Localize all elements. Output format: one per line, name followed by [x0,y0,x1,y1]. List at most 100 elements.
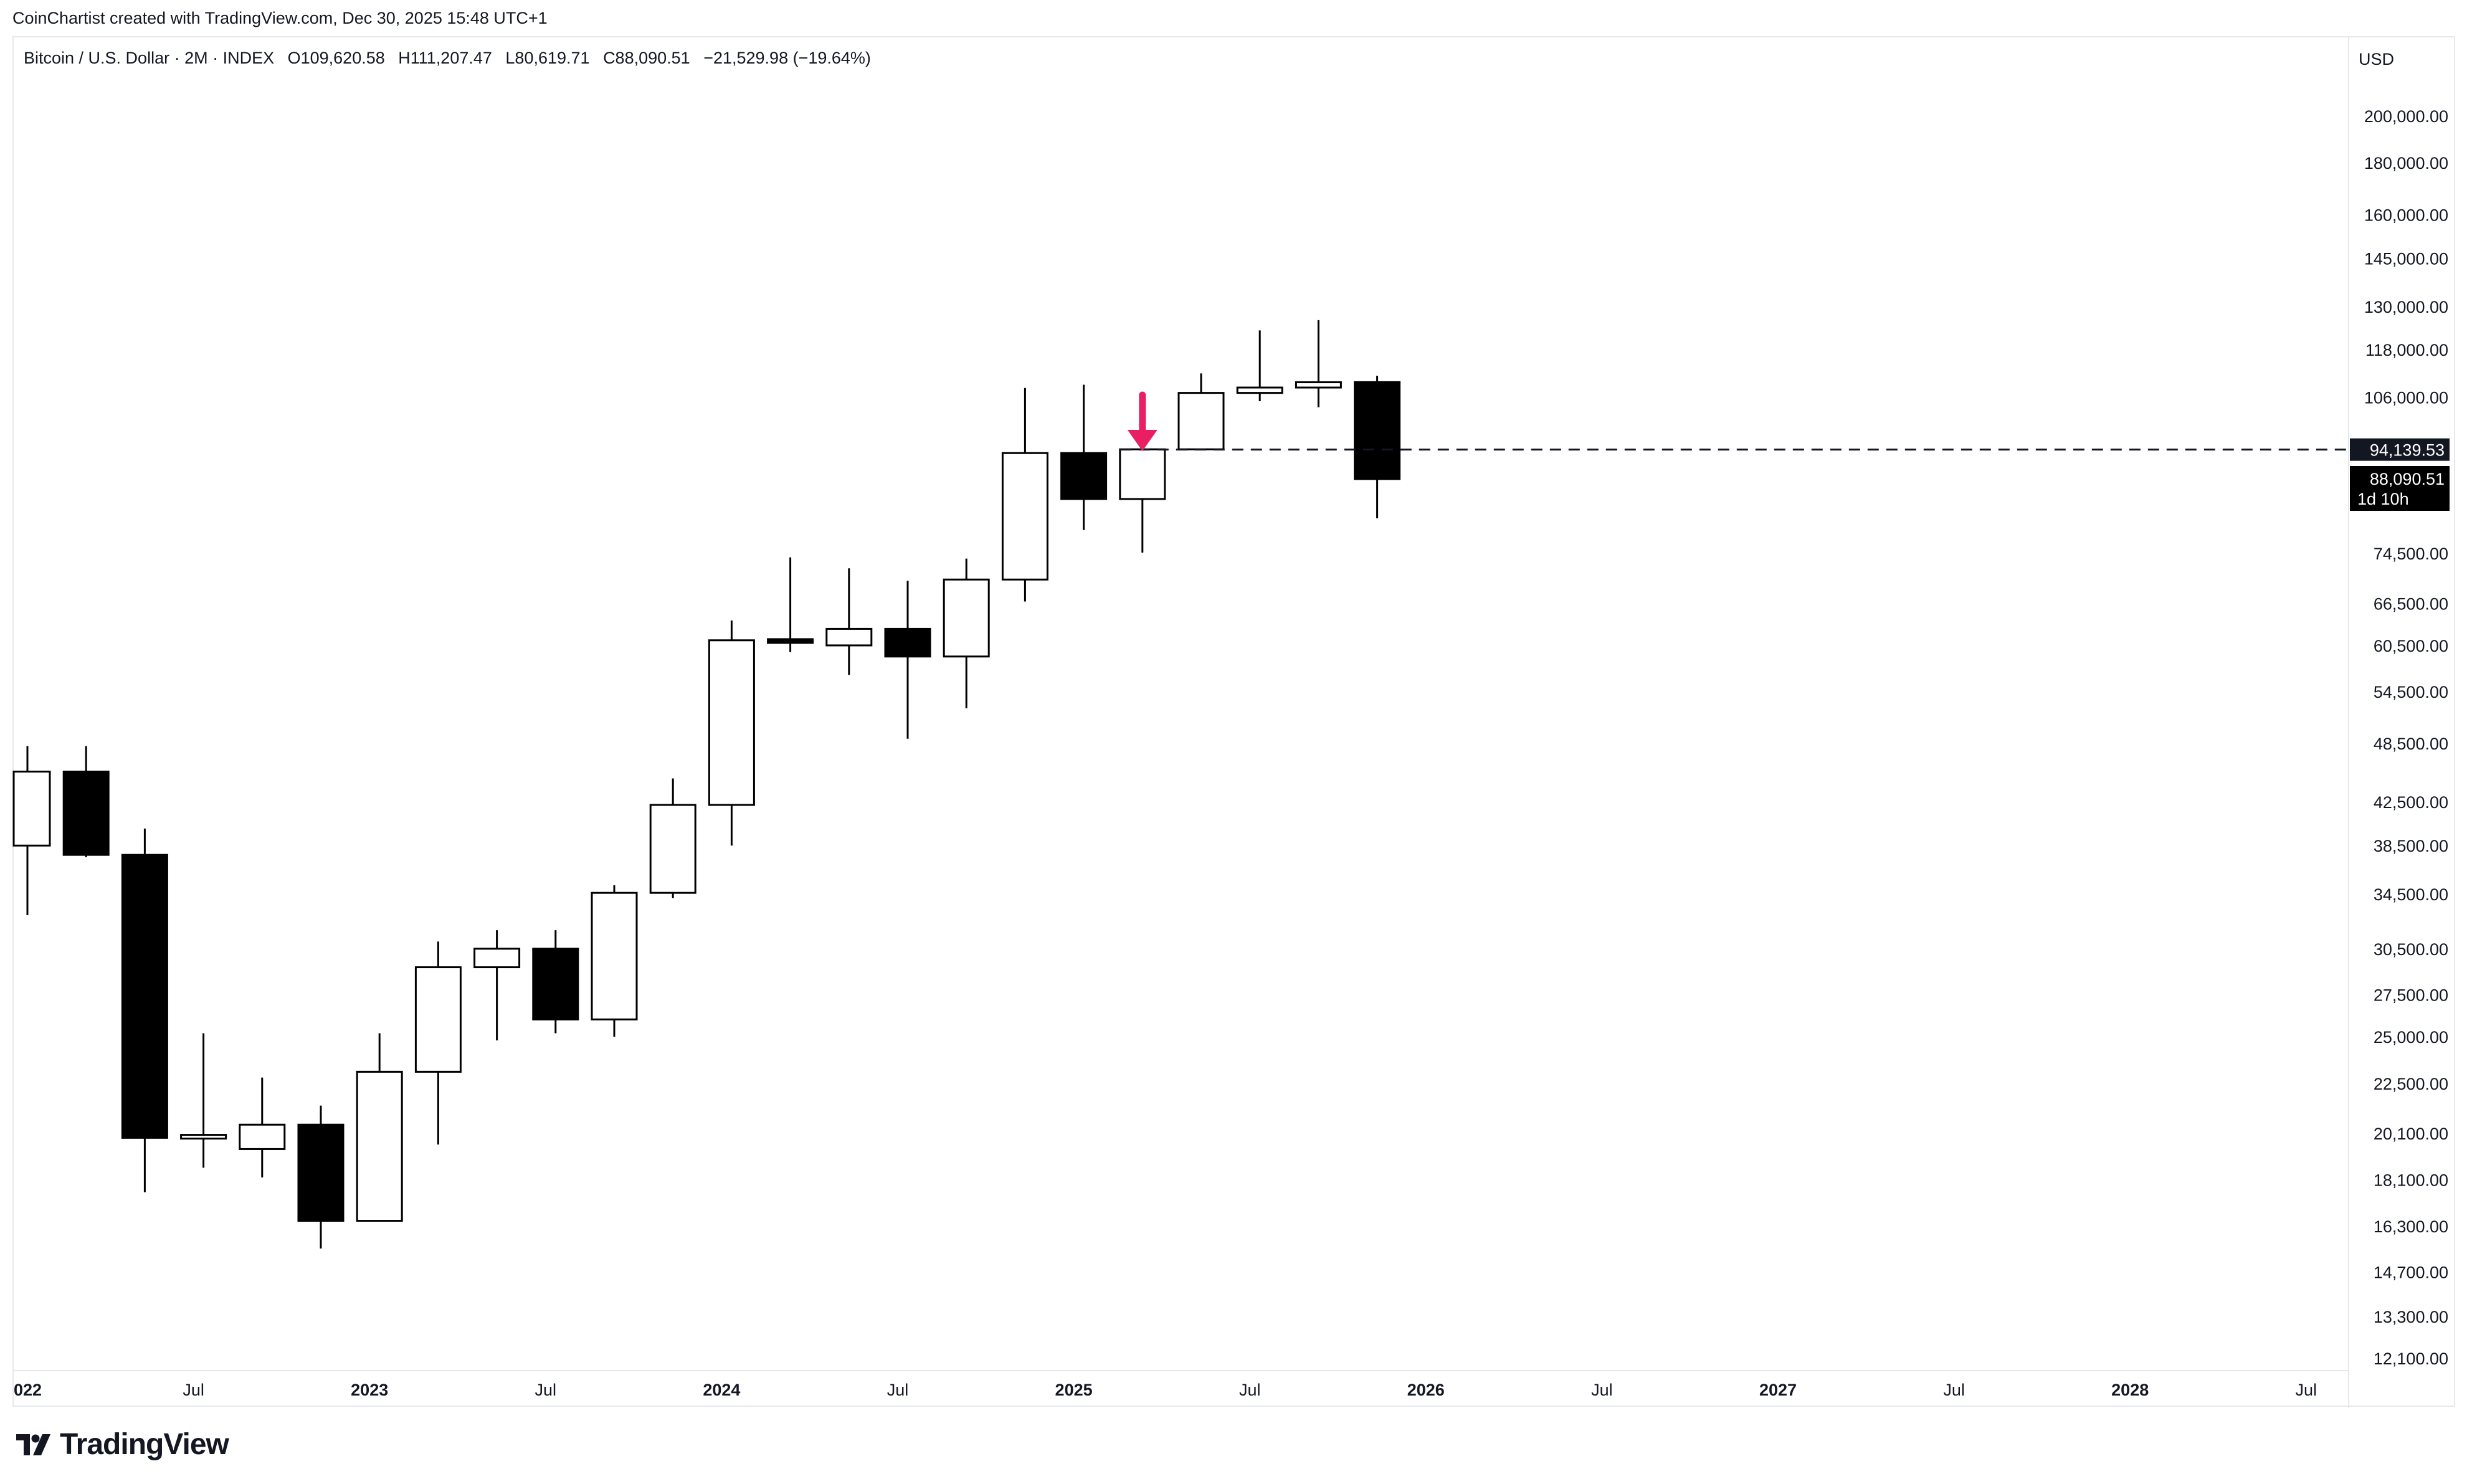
candle[interactable] [414,941,462,1145]
legend-close: C88,090.51 [603,49,690,67]
arrow-annotation-layer [1127,391,1157,451]
time-tick-label: 022 [14,1381,42,1399]
candle[interactable] [180,1033,227,1168]
legend-symbol: Bitcoin / U.S. Dollar · 2M · INDEX [24,49,275,67]
time-tick-label: Jul [1943,1381,1965,1399]
candle[interactable] [943,558,990,708]
currency-label[interactable]: USD [2359,50,2395,69]
legend-low: L80,619.71 [505,49,590,67]
candle[interactable] [708,620,755,846]
candle[interactable] [884,581,931,739]
price-tick-label: 16,300.00 [2374,1217,2448,1236]
candle[interactable] [1236,330,1283,402]
candle-body [532,948,579,1020]
candles-layer [12,320,1401,1249]
time-tick-label: Jul [183,1381,204,1399]
candle[interactable] [1354,376,1401,518]
candle[interactable] [12,746,51,915]
price-tick-label: 38,500.00 [2374,837,2448,855]
time-tick-label: 2023 [351,1381,388,1399]
candle[interactable] [767,557,814,652]
price-tick-label: 130,000.00 [2364,298,2448,316]
time-tick-label: 2024 [703,1381,740,1399]
tradingview-logo-icon [16,1434,50,1455]
price-tick-label: 66,500.00 [2374,595,2448,614]
time-tick-label: 2026 [1407,1381,1445,1399]
dashed-level-price-tag[interactable] [2350,438,2450,461]
price-tick-label: 34,500.00 [2374,885,2448,904]
price-tick-label: 74,500.00 [2374,545,2448,563]
down-arrow-icon[interactable] [1127,430,1157,451]
legend-high: H111,207.47 [398,49,492,67]
candle[interactable] [825,568,873,675]
candle[interactable] [1295,320,1342,407]
price-tick-label: 18,100.00 [2374,1171,2448,1190]
price-tick-label: 12,100.00 [2374,1349,2448,1368]
price-axis: 200,000.00 180,000.00 160,000.00 145,000.00… [2348,37,2448,1408]
candle-body [1295,381,1342,389]
price-labels-layer: 94,139.53 88,090.51 1d 10h [2350,438,2450,511]
candle[interactable] [649,778,696,898]
candle-body [1060,452,1108,500]
time-tick-label: 2025 [1055,1381,1093,1399]
candle-body [356,1070,403,1222]
time-tick-label: Jul [887,1381,909,1399]
candle-body [649,804,696,894]
legend-change: −21,529.98 (−19.64%) [703,49,871,67]
dashed-level-price-text: 94,139.53 [2370,441,2445,460]
candle-body [297,1123,345,1222]
candle-body [1001,452,1048,581]
candle[interactable] [473,930,521,1040]
candle-body [1119,448,1166,500]
time-axis: 022 Jul 2023 Jul 2024 Jul 2025 Jul 2026 Jul 2027 Ju… [14,1370,2349,1399]
candle-body [884,627,931,658]
candle-body [239,1123,286,1150]
candle[interactable] [1060,384,1108,530]
time-tick-label: Jul [1591,1381,1613,1399]
candle[interactable] [591,885,638,1037]
price-tick-label: 14,700.00 [2374,1263,2448,1282]
candle-body [121,854,168,1139]
candle[interactable] [356,1033,403,1222]
candle[interactable] [1177,373,1225,450]
legend-open: O109,620.58 [287,49,385,67]
candle[interactable] [532,930,579,1034]
price-tick-label: 200,000.00 [2364,107,2448,126]
candle[interactable] [297,1105,345,1249]
last-price-tag[interactable] [2350,466,2450,511]
candle[interactable] [1119,448,1166,553]
candle-body [1236,386,1283,394]
price-tick-label: 145,000.00 [2364,250,2448,269]
candle-body [12,770,51,847]
candle-body [943,578,990,658]
time-tick-label: Jul [535,1381,557,1399]
price-tick-label: 20,100.00 [2374,1125,2448,1143]
price-tick-label: 13,300.00 [2374,1308,2448,1326]
candle[interactable] [62,746,110,857]
time-tick-label: 2028 [2111,1381,2149,1399]
time-tick-label: 2027 [1759,1381,1797,1399]
candle-body [1354,381,1401,480]
price-tick-label: 106,000.00 [2364,388,2448,407]
price-tick-label: 27,500.00 [2374,986,2448,1004]
candle[interactable] [121,829,168,1192]
candle[interactable] [239,1077,286,1177]
candle-body [414,966,462,1073]
candle-body [180,1134,227,1140]
price-tick-label: 48,500.00 [2374,735,2448,753]
last-price-text: 88,090.51 [2370,470,2445,488]
price-tick-label: 25,000.00 [2374,1028,2448,1047]
price-tick-label: 42,500.00 [2374,793,2448,812]
time-tick-label: Jul [2296,1381,2317,1399]
candle-body [62,770,110,856]
tradingview-logo[interactable]: TradingView [16,1427,229,1462]
price-tick-label: 22,500.00 [2374,1075,2448,1093]
candle-body [825,627,873,647]
candle-body [708,639,755,806]
chart-frame[interactable] [12,36,2455,1407]
candle[interactable] [1001,388,1048,602]
candle-body [473,948,521,969]
logo-text: TradingView [60,1427,229,1461]
symbol-legend[interactable]: Bitcoin / U.S. Dollar · 2M · INDEX O109,… [24,49,880,68]
